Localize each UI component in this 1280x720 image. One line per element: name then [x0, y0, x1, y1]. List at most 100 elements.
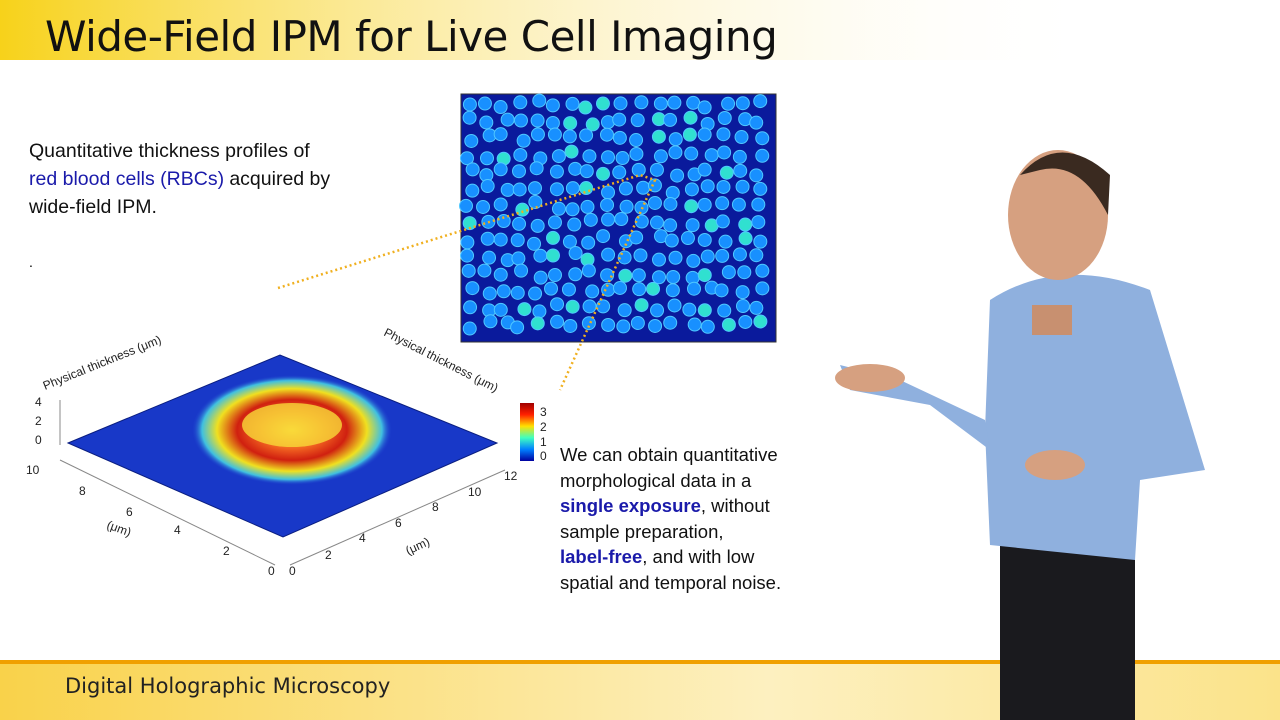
cell	[749, 300, 764, 315]
cell	[510, 320, 525, 335]
cell	[737, 265, 752, 280]
cell	[612, 130, 627, 145]
text-line: label-free, and with low	[560, 544, 781, 570]
cell	[533, 270, 548, 285]
cell	[512, 164, 527, 179]
cell	[547, 215, 562, 230]
cell	[632, 282, 647, 297]
cell	[731, 197, 746, 212]
text-line: wide-field IPM.	[29, 196, 157, 218]
text-line: morphological data in a	[560, 469, 752, 491]
cell	[530, 127, 545, 142]
cell	[545, 248, 560, 263]
cell	[636, 180, 651, 195]
cell	[460, 248, 475, 263]
cell	[513, 147, 528, 162]
cell	[565, 202, 580, 217]
cell	[493, 127, 508, 142]
cell	[462, 321, 477, 336]
cell	[530, 316, 545, 331]
cell	[460, 235, 475, 250]
cell	[612, 280, 627, 295]
cell	[634, 95, 649, 110]
cell	[493, 232, 508, 247]
cell	[697, 232, 712, 247]
cell	[755, 131, 770, 146]
cell	[581, 316, 596, 331]
cell	[565, 299, 580, 314]
cell	[749, 168, 764, 183]
cell	[613, 96, 628, 111]
cell	[755, 148, 770, 163]
cell	[477, 263, 492, 278]
cell	[513, 95, 528, 110]
cell	[646, 281, 661, 296]
cell	[599, 127, 614, 142]
text: , without	[700, 495, 770, 516]
cell	[647, 195, 662, 210]
cell	[697, 197, 712, 212]
cell	[721, 265, 736, 280]
cell	[749, 248, 764, 263]
cell	[718, 234, 733, 249]
cell	[483, 314, 498, 329]
cell	[615, 151, 630, 166]
tick-label: 12	[504, 469, 518, 483]
cell	[650, 303, 665, 318]
cell	[532, 93, 547, 108]
cell	[684, 182, 699, 197]
cell	[732, 247, 747, 262]
cell	[732, 149, 747, 164]
cell	[515, 202, 530, 217]
tick-label: 8	[79, 484, 86, 498]
tick-label: 0	[289, 564, 296, 578]
cell	[755, 263, 770, 278]
text-line: We can obtain quantitative	[560, 444, 778, 465]
cell	[665, 185, 680, 200]
cell	[601, 150, 616, 165]
cell	[601, 317, 616, 332]
cell	[461, 263, 476, 278]
cell	[670, 168, 685, 183]
cell	[550, 314, 565, 329]
tick-label: 6	[126, 505, 133, 519]
cell	[697, 268, 712, 283]
cell	[510, 233, 525, 248]
cell	[653, 96, 668, 111]
cell	[652, 270, 667, 285]
cell	[562, 234, 577, 249]
cell	[700, 179, 715, 194]
cell	[667, 95, 682, 110]
cell	[716, 127, 731, 142]
cell	[665, 283, 680, 298]
cell	[600, 197, 615, 212]
cell	[476, 199, 491, 214]
tick-label: 4	[174, 523, 181, 537]
cell	[683, 110, 698, 125]
cell	[463, 300, 478, 315]
cell	[682, 127, 697, 142]
text-line: red blood cells (RBCs) acquired by	[29, 165, 330, 193]
cell	[734, 130, 749, 145]
cell	[704, 148, 719, 163]
cell	[462, 97, 477, 112]
cell	[493, 302, 508, 317]
cell	[567, 217, 582, 232]
cell	[579, 128, 594, 143]
tick-label: 10	[468, 485, 482, 499]
cell	[596, 229, 611, 244]
cell	[697, 303, 712, 318]
cell	[493, 162, 508, 177]
cell	[738, 217, 753, 232]
cell	[595, 96, 610, 111]
tick-label: 8	[432, 500, 439, 514]
cell	[749, 115, 764, 130]
cell	[549, 182, 564, 197]
cell	[753, 94, 768, 109]
cell	[612, 165, 627, 180]
dot: .	[29, 254, 33, 270]
cell	[533, 248, 548, 263]
cell	[714, 283, 729, 298]
cell	[614, 212, 629, 227]
text-line: Quantitative thickness profiles of	[29, 140, 310, 162]
